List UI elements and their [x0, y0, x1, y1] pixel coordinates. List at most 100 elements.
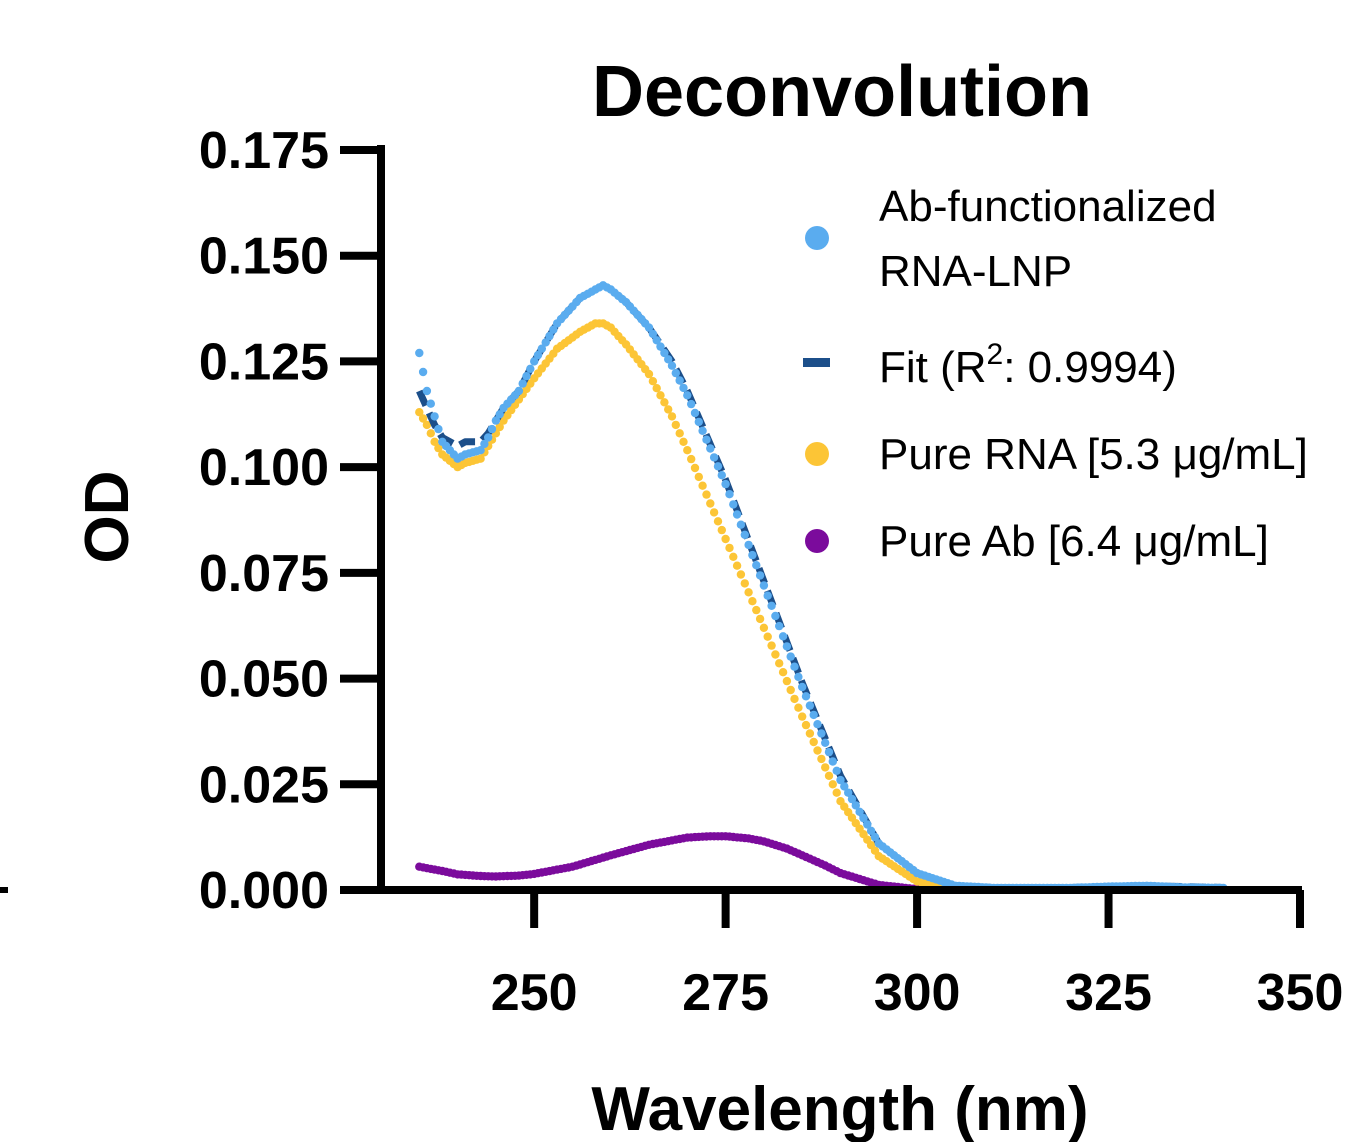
- x-axis-label: Wavelength (nm): [591, 1075, 1088, 1142]
- data-point: [418, 367, 428, 377]
- data-point: [491, 416, 501, 425]
- data-point: [840, 782, 849, 791]
- data-point: [671, 420, 680, 430]
- data-point: [644, 369, 654, 379]
- data-point: [863, 820, 872, 829]
- data-point: [809, 710, 818, 720]
- data-point: [644, 323, 654, 332]
- data-point: [702, 435, 711, 444]
- y-tick-label: 0.050: [199, 651, 329, 709]
- data-point: [798, 682, 807, 692]
- data-point: [694, 472, 703, 482]
- data-point: [484, 433, 493, 442]
- data-point: [709, 508, 719, 517]
- legend-marker-pure-rna: [805, 442, 829, 466]
- data-point: [422, 420, 432, 430]
- chart-title: Deconvolution: [592, 52, 1092, 132]
- data-point: [870, 832, 880, 842]
- data-point: [828, 780, 837, 789]
- data-point: [732, 510, 742, 519]
- y-axis-label: OD: [73, 471, 142, 564]
- data-point: [698, 426, 707, 435]
- data-point: [713, 462, 723, 471]
- data-point: [744, 540, 753, 550]
- data-point: [771, 611, 780, 621]
- legend-marker-ab-functionalized: [805, 226, 829, 250]
- data-point: [671, 368, 680, 378]
- data-point: [683, 391, 692, 400]
- data-point: [763, 632, 772, 641]
- data-point: [798, 712, 807, 721]
- data-point: [736, 570, 746, 579]
- x-tick-label: 250: [491, 964, 578, 1022]
- data-point: [786, 652, 795, 661]
- data-point: [545, 331, 554, 341]
- data-point: [418, 414, 428, 423]
- y-tick-label: 0.100: [199, 439, 329, 497]
- data-point: [664, 405, 673, 414]
- data-point: [790, 694, 799, 704]
- data-point: [821, 763, 830, 772]
- data-point: [805, 701, 815, 710]
- x-ticks: 250 275 300 325 350: [491, 890, 1343, 1022]
- data-point: [725, 490, 734, 499]
- data-point: [748, 597, 757, 606]
- data-point: [648, 329, 658, 339]
- data-point: [476, 454, 485, 463]
- data-point: [706, 499, 715, 508]
- data-point: [821, 738, 830, 747]
- data-point: [855, 807, 864, 816]
- data-point: [801, 720, 811, 730]
- data-point: [782, 676, 792, 686]
- data-point: [415, 408, 424, 417]
- data-point: [794, 703, 803, 712]
- data-point: [794, 672, 803, 682]
- data-point: [832, 788, 841, 797]
- data-point: [744, 588, 753, 597]
- data-point: [706, 444, 715, 453]
- legend-label-fit: Fit (R2: 0.9994): [879, 338, 1177, 392]
- series-pure-rna-5-3-g-ml: [415, 319, 1228, 893]
- y-tick-label: 0.175: [199, 122, 329, 180]
- data-point: [752, 561, 761, 570]
- data-point: [687, 454, 696, 464]
- data-point: [430, 437, 439, 446]
- data-point: [759, 623, 769, 632]
- data-point: [667, 412, 677, 421]
- data-point: [790, 662, 799, 671]
- data-point: [801, 692, 811, 701]
- data-point: [740, 579, 749, 588]
- data-point: [748, 550, 757, 560]
- y-tick-label: 0.075: [199, 545, 329, 603]
- x-tick-label: 300: [874, 964, 961, 1022]
- data-point: [717, 525, 726, 535]
- data-point: [809, 737, 818, 747]
- data-point: [847, 794, 857, 804]
- legend-label-ab-functionalized-line1: Ab-functionalized: [879, 182, 1217, 231]
- data-point: [752, 605, 761, 615]
- data-point: [476, 446, 485, 455]
- data-point: [480, 439, 489, 449]
- x-tick-label: 275: [682, 964, 769, 1022]
- y-tick-label: 0.000: [199, 862, 329, 920]
- data-point: [415, 348, 424, 358]
- data-point: [514, 386, 524, 396]
- data-point: [656, 391, 665, 400]
- data-point: [824, 747, 834, 757]
- data-point: [713, 517, 723, 526]
- data-point: [487, 424, 497, 434]
- data-point: [426, 429, 435, 438]
- data-point: [426, 399, 435, 408]
- data-point: [434, 424, 443, 434]
- data-point: [690, 408, 700, 418]
- data-point: [844, 788, 853, 797]
- data-point: [775, 621, 784, 631]
- data-point: [537, 344, 546, 353]
- y-tick-label: 0.025: [199, 756, 329, 814]
- data-point: [434, 443, 443, 453]
- data-point: [732, 561, 742, 570]
- data-point: [495, 422, 504, 432]
- data-point: [763, 591, 772, 600]
- data-point: [778, 632, 788, 641]
